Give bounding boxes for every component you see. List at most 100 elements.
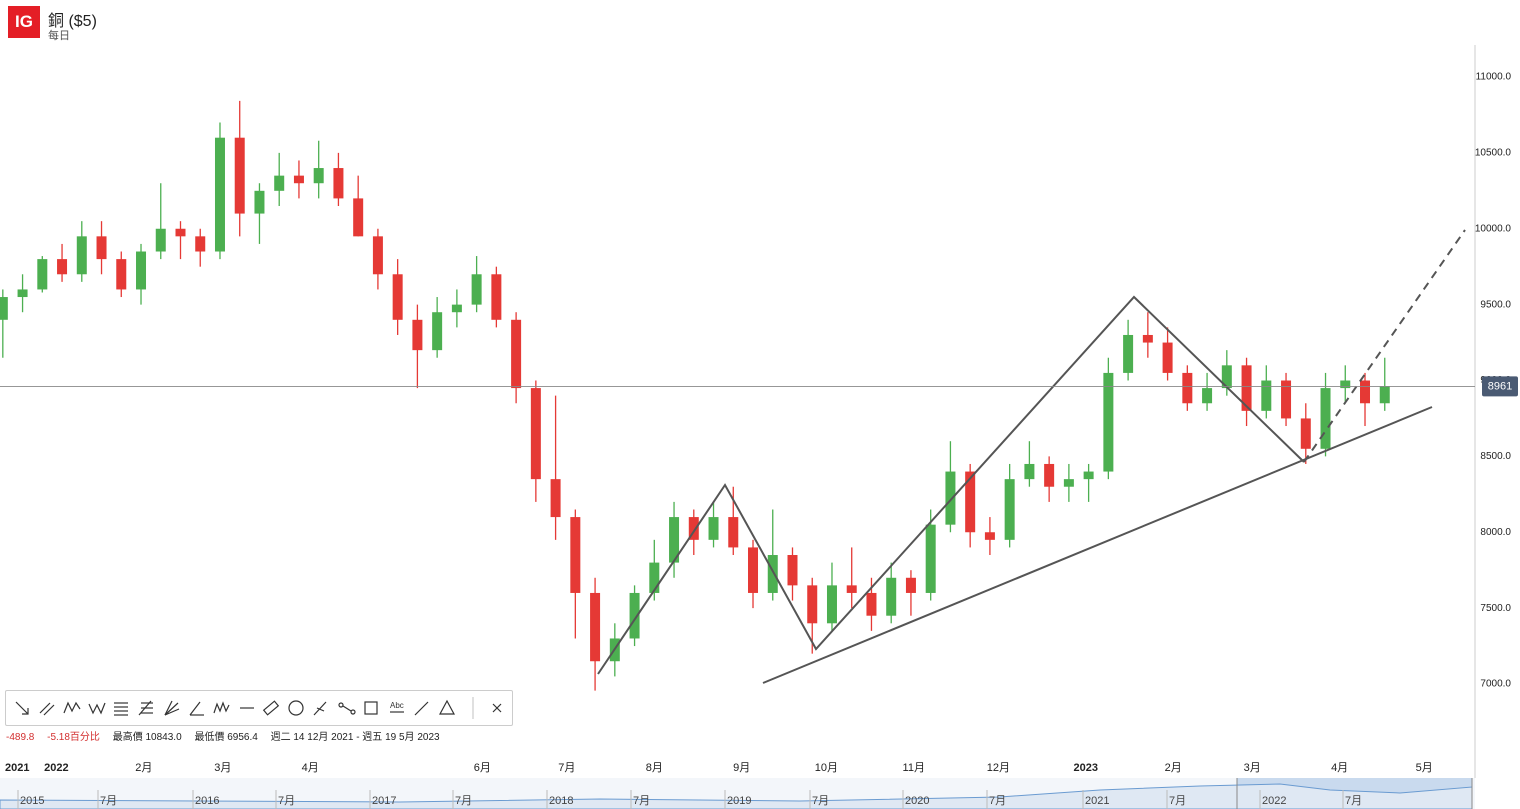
x-tick-label: 2023 bbox=[1074, 762, 1098, 774]
projection-line bbox=[1303, 229, 1466, 463]
last-price-label: 8961 bbox=[1488, 380, 1512, 392]
logo: IG bbox=[8, 6, 40, 38]
candle-body bbox=[17, 289, 28, 298]
tool-angle[interactable] bbox=[189, 701, 204, 716]
candle-body bbox=[0, 297, 8, 320]
tool-pattern[interactable] bbox=[213, 701, 230, 714]
tool-fan[interactable] bbox=[164, 700, 180, 716]
y-tick-label: 10500.0 bbox=[1475, 148, 1512, 159]
navigator-label: 2015 bbox=[20, 795, 44, 807]
candle-body bbox=[984, 532, 995, 540]
candle-body bbox=[669, 517, 680, 563]
x-tick-label: 8月 bbox=[646, 762, 663, 774]
candle-body bbox=[392, 274, 403, 320]
navigator-label: 2017 bbox=[372, 795, 396, 807]
candle-body bbox=[1044, 463, 1055, 487]
navigator-label: 7月 bbox=[1169, 795, 1186, 807]
candle-body bbox=[1123, 334, 1134, 373]
tool-triangle[interactable] bbox=[438, 699, 456, 715]
candle-body bbox=[550, 479, 561, 518]
y-tick-label: 11000.0 bbox=[1476, 72, 1512, 83]
navigator-label: 2019 bbox=[727, 795, 751, 807]
tool-pitchfork[interactable] bbox=[313, 701, 327, 716]
navigator-label: 7月 bbox=[278, 795, 295, 807]
tool-text[interactable]: Abc bbox=[390, 701, 404, 713]
candle-body bbox=[629, 592, 640, 639]
navigator-label: 2016 bbox=[195, 795, 219, 807]
candle-body bbox=[905, 577, 916, 593]
drawings bbox=[597, 229, 1466, 684]
tool-channel[interactable] bbox=[39, 702, 55, 716]
x-tick-label: 2022 bbox=[44, 762, 68, 774]
candle-body bbox=[274, 175, 285, 191]
candle-body bbox=[313, 168, 324, 184]
candle-body bbox=[57, 259, 68, 275]
candle-body bbox=[96, 236, 107, 260]
x-tick-label: 2月 bbox=[1165, 762, 1182, 774]
candle-body bbox=[767, 555, 778, 593]
svg-text:Abc: Abc bbox=[390, 701, 404, 710]
candle-body bbox=[136, 251, 147, 290]
y-tick-label: 8500.0 bbox=[1480, 451, 1511, 462]
tool-close[interactable] bbox=[492, 703, 502, 713]
candle-body bbox=[37, 259, 48, 290]
navigator bbox=[0, 778, 1475, 809]
x-tick-label: 10月 bbox=[815, 762, 838, 774]
change-percent: -5.18百分比 bbox=[47, 732, 100, 743]
tool-fib[interactable] bbox=[114, 702, 128, 716]
y-tick-label: 9500.0 bbox=[1480, 299, 1511, 310]
interval: 每日 bbox=[48, 30, 70, 42]
candle-body bbox=[491, 274, 502, 320]
candle-body bbox=[412, 319, 423, 351]
candle-body bbox=[846, 585, 857, 593]
x-tick-label: 2021 bbox=[5, 762, 29, 774]
tool-ruler[interactable] bbox=[262, 700, 280, 716]
x-tick-label: 11月 bbox=[903, 762, 925, 774]
x-tick-label: 12月 bbox=[987, 762, 1010, 774]
candle-body bbox=[195, 236, 206, 252]
tool-arrow[interactable] bbox=[15, 701, 29, 715]
candle-body bbox=[1340, 380, 1351, 389]
x-tick-label: 7月 bbox=[558, 762, 575, 774]
candle-body bbox=[1360, 380, 1371, 404]
tool-circle[interactable] bbox=[288, 700, 304, 716]
tool-fib-ext[interactable] bbox=[138, 700, 153, 716]
candle-body bbox=[1261, 380, 1272, 411]
candle-body bbox=[254, 190, 265, 214]
y-tick-label: 8000.0 bbox=[1480, 527, 1511, 538]
navigator-label: 7月 bbox=[989, 795, 1006, 807]
tool-wave[interactable] bbox=[63, 701, 81, 714]
candle-body bbox=[1221, 365, 1232, 389]
candle-body bbox=[1142, 334, 1153, 343]
candle-body bbox=[1024, 463, 1035, 480]
y-tick-label: 7500.0 bbox=[1480, 603, 1511, 614]
y-tick-label: 7000.0 bbox=[1480, 679, 1511, 690]
candle-body bbox=[155, 228, 166, 252]
tool-line[interactable] bbox=[414, 701, 429, 716]
low: 最低價 6956.4 bbox=[194, 732, 258, 743]
candle-body bbox=[293, 175, 304, 184]
last-price-box bbox=[1482, 376, 1518, 397]
navigator-label: 7月 bbox=[633, 795, 650, 807]
candle-body bbox=[1241, 365, 1252, 411]
candle-body bbox=[1182, 372, 1193, 404]
y-tick-label: 10000.0 bbox=[1475, 223, 1512, 234]
navigator-label: 2021 bbox=[1085, 795, 1109, 807]
tool-rect[interactable] bbox=[364, 701, 378, 715]
candle-body bbox=[1202, 388, 1213, 404]
candle-body bbox=[1379, 386, 1390, 404]
candle-body bbox=[116, 259, 127, 290]
zigzag-line bbox=[597, 295, 1305, 675]
high: 最高價 10843.0 bbox=[112, 732, 182, 743]
instrument-title: 銅 ($5) bbox=[48, 13, 97, 30]
x-tick-label: 5月 bbox=[1416, 762, 1433, 774]
tool-path[interactable] bbox=[338, 702, 356, 715]
tool-wave2[interactable] bbox=[88, 702, 106, 715]
candle-body bbox=[590, 592, 601, 662]
candle-body bbox=[728, 517, 739, 548]
candle-body bbox=[925, 524, 936, 593]
candle-body bbox=[1103, 372, 1114, 472]
candle-body bbox=[1162, 342, 1173, 373]
axes: 7000.07500.08000.08500.09000.09500.01000… bbox=[0, 72, 1518, 774]
